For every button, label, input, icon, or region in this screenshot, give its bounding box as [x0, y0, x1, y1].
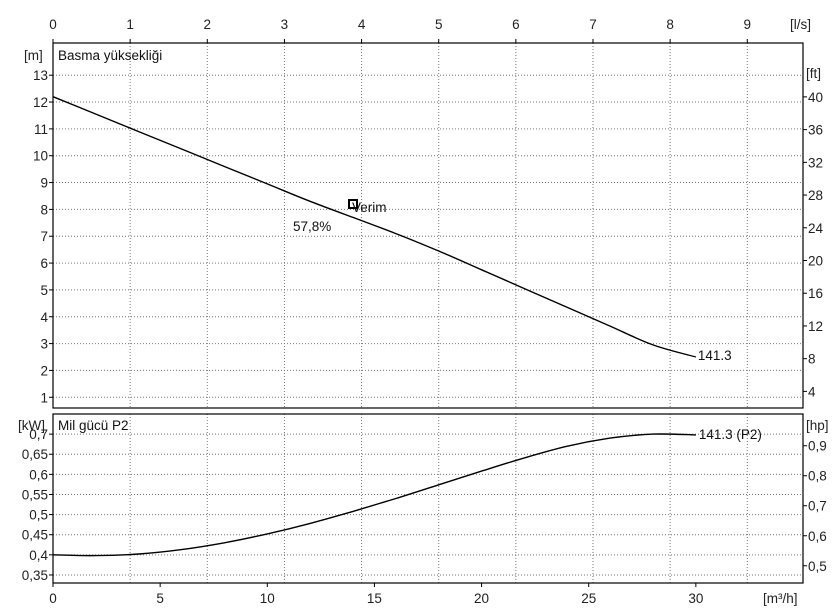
top-y-right-tick-label: 4: [808, 384, 816, 399]
axis-ticks: 0 1 2 3 4 5 6 7 8 90 5 10 15 20 25 30123456789101112134…: [22, 17, 827, 606]
bottom-y-tick-label: 0,35: [22, 568, 48, 583]
top-y-unit-left: [m]: [24, 48, 43, 63]
bottom-x-tick-label: 5: [156, 591, 164, 606]
top-y-right-tick-label: 20: [808, 253, 823, 268]
bottom-y-right-tick-label: 0,9: [808, 439, 827, 454]
top-x-tick-label: 5: [435, 17, 443, 32]
bottom-x-tick-label: 30: [688, 591, 703, 606]
top-y-right-tick-label: 32: [808, 155, 823, 170]
top-y-tick-label: 8: [40, 202, 48, 217]
top-y-tick-label: 10: [33, 149, 48, 164]
bottom-x-tick-label: 25: [581, 591, 596, 606]
bottom-y-tick-label: 0,7: [29, 427, 48, 442]
efficiency-label: Verim: [352, 200, 387, 215]
top-y-tick-label: 4: [40, 310, 48, 325]
bottom-y-right-tick-label: 0,6: [808, 529, 827, 544]
bottom-y-right-tick-label: 0,5: [808, 559, 827, 574]
top-y-tick-label: 1: [40, 390, 48, 405]
power-curve-label: 141.3 (P2): [699, 427, 762, 442]
bottom-y-tick-label: 0,6: [29, 467, 48, 482]
top-y-tick-label: 2: [40, 363, 48, 378]
top-y-tick-label: 3: [40, 337, 48, 352]
bottom-plot-frame: [52, 413, 804, 584]
top-y-tick-label: 11: [34, 122, 48, 137]
bottom-y-unit-right: [hp]: [806, 418, 829, 433]
top-y-right-tick-label: 36: [808, 123, 823, 138]
power-curve: [52, 433, 696, 557]
bottom-y-tick-label: 0,65: [22, 447, 48, 462]
bottom-y-tick-label: 0,45: [22, 528, 48, 543]
bottom-x-unit: [m³/h]: [763, 591, 798, 606]
top-x-tick-label: 8: [666, 17, 674, 32]
top-plot-frame: [52, 42, 804, 409]
top-y-right-tick-label: 40: [808, 90, 823, 105]
top-y-tick-label: 9: [40, 176, 48, 191]
top-chart-title: Basma yüksekliği: [58, 48, 162, 63]
top-y-tick-label: 5: [40, 283, 48, 298]
grid-lines: [53, 43, 803, 583]
plot-frames: [52, 42, 804, 584]
top-y-tick-label: 7: [40, 229, 48, 244]
bottom-y-tick-label: 0,5: [29, 508, 48, 523]
top-x-tick-label: 6: [512, 17, 520, 32]
top-y-right-tick-label: 12: [808, 319, 823, 334]
top-x-tick-label: 4: [358, 17, 366, 32]
bottom-y-tick-label: 0,55: [22, 487, 48, 502]
head-curve-label: 141.3: [698, 348, 732, 363]
top-y-right-tick-label: 8: [808, 352, 816, 367]
top-y-right-tick-label: 28: [808, 188, 823, 203]
top-y-right-tick-label: 24: [808, 221, 824, 236]
bottom-x-tick-label: 15: [367, 591, 382, 606]
top-x-tick-label: 7: [589, 17, 597, 32]
data-series: [52, 96, 697, 557]
efficiency-value: 57,8%: [293, 219, 331, 234]
top-y-tick-label: 6: [40, 256, 48, 271]
bottom-x-tick-label: 10: [260, 591, 275, 606]
bottom-chart-title: Mil gücü P2: [58, 418, 129, 433]
top-y-right-tick-label: 16: [808, 286, 823, 301]
bottom-x-tick-label: 0: [49, 591, 57, 606]
top-y-tick-label: 13: [33, 68, 48, 83]
bottom-y-right-tick-label: 0,7: [808, 499, 827, 514]
head-curve: [52, 96, 697, 358]
top-x-tick-label: 3: [281, 17, 289, 32]
efficiency-marker: [348, 199, 358, 210]
top-y-unit-right: [ft]: [806, 66, 821, 81]
top-x-tick-label: 0: [49, 17, 57, 32]
top-y-tick-label: 12: [33, 95, 48, 110]
top-x-unit: [l/s]: [790, 17, 811, 32]
bottom-y-tick-label: 0,4: [29, 548, 48, 563]
bottom-y-unit-left: [kW]: [18, 418, 45, 433]
top-x-tick-label: 2: [204, 17, 212, 32]
bottom-y-right-tick-label: 0,8: [808, 469, 827, 484]
top-x-tick-label: 1: [126, 17, 134, 32]
bottom-x-tick-label: 20: [474, 591, 489, 606]
top-x-tick-label: 9: [744, 17, 752, 32]
